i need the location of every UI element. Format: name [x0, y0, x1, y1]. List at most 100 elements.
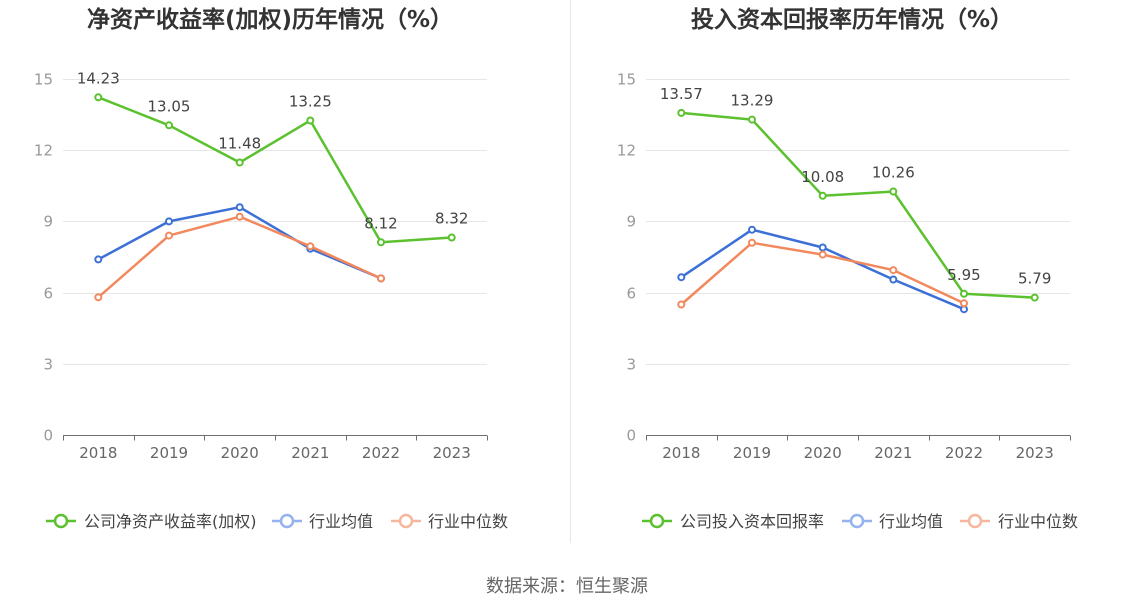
x-tick-label: 2023	[1016, 444, 1054, 462]
company-line	[680, 111, 1036, 299]
x-tick-label: 2023	[433, 444, 471, 462]
company-point	[165, 121, 173, 130]
series-company: 14.23 13.05 11.48 13.25 8.12 8.32	[77, 69, 468, 247]
chart-title: 投入资本回报率历年情况（%）	[691, 6, 1013, 33]
y-tick-label: 0	[626, 427, 636, 445]
legend-item-industry-median[interactable]: 行业中位数	[960, 512, 1078, 531]
industry-median-point	[306, 242, 315, 251]
y-tick-label: 0	[43, 427, 53, 445]
company-point	[377, 238, 385, 247]
y-axis: 0 3 6 9 12 15	[34, 71, 487, 445]
series-industry-median	[677, 238, 968, 309]
company-point	[1030, 293, 1039, 302]
legend-item-industry-median[interactable]: 行业中位数	[391, 512, 508, 531]
industry-average-point	[748, 225, 756, 234]
company-point	[94, 93, 103, 102]
y-tick-label: 9	[626, 213, 636, 231]
industry-median-point	[677, 300, 686, 309]
industry-median-point	[377, 274, 385, 283]
company-data-label: 8.12	[364, 214, 397, 232]
x-tick-label: 2022	[945, 444, 983, 462]
x-tick-label: 2020	[221, 444, 259, 462]
company-point	[818, 191, 827, 200]
industry-median-point	[165, 231, 173, 240]
x-axis: 2018 2019 2020 2021 2022 2023	[63, 435, 488, 462]
company-data-label: 5.79	[1018, 270, 1051, 288]
legend: 公司投入资本回报率 行业均值 行业中位数	[642, 512, 1078, 531]
legend-label: 行业均值	[879, 512, 943, 531]
series-industry-median	[94, 212, 385, 302]
legend-label: 公司净资产收益率(加权)	[84, 512, 257, 531]
chart-title: 净资产收益率(加权)历年情况（%）	[87, 6, 453, 33]
industry-average-point	[677, 273, 686, 282]
y-tick-label: 3	[43, 356, 53, 374]
series-industry-average	[677, 225, 968, 314]
legend-label: 行业中位数	[998, 512, 1078, 531]
legend: 公司净资产收益率(加权) 行业均值 行业中位数	[46, 512, 508, 531]
legend-circle-icon	[53, 513, 69, 529]
y-axis: 0 3 6 9 12 15	[617, 71, 1070, 445]
series-company: 13.57 13.29 10.08 10.26 5.95 5.79	[660, 85, 1051, 302]
legend-label: 行业均值	[309, 512, 373, 531]
y-tick-label: 3	[626, 356, 636, 374]
legend-item-company[interactable]: 公司投入资本回报率	[642, 512, 824, 531]
company-data-label: 13.57	[660, 85, 703, 103]
industry-median-point	[889, 266, 898, 275]
company-data-label: 5.95	[947, 266, 980, 284]
industry-average-point	[818, 243, 827, 252]
y-tick-label: 12	[34, 142, 53, 160]
x-tick-label: 2022	[362, 444, 400, 462]
industry-median-point	[748, 238, 756, 247]
company-point	[235, 158, 244, 167]
legend-item-company[interactable]: 公司净资产收益率(加权)	[46, 512, 257, 531]
industry-average-point	[165, 217, 173, 226]
company-data-label: 14.23	[77, 69, 120, 87]
x-axis: 2018 2019 2020 2021 2022 2023	[646, 435, 1071, 462]
company-point	[748, 115, 756, 124]
x-tick-label: 2019	[733, 444, 771, 462]
company-data-label: 10.08	[801, 168, 844, 186]
company-point	[960, 289, 968, 298]
x-tick-label: 2020	[804, 444, 842, 462]
industry-median-point	[818, 250, 827, 259]
y-tick-label: 15	[617, 71, 636, 89]
industry-median-point	[94, 293, 103, 302]
y-tick-label: 15	[34, 71, 53, 89]
company-point	[447, 233, 456, 242]
x-tick-label: 2019	[150, 444, 188, 462]
company-point	[677, 108, 686, 117]
industry-average-point	[889, 275, 898, 284]
company-data-label: 13.25	[289, 93, 332, 111]
industry-median-point	[960, 299, 968, 308]
legend-circle-icon	[279, 513, 295, 529]
legend-label: 行业中位数	[428, 512, 508, 531]
data-source-note: 数据来源：恒生聚源	[486, 576, 648, 597]
industry-average-point	[235, 203, 244, 212]
company-data-label: 10.26	[872, 164, 915, 182]
legend-item-industry-average[interactable]: 行业均值	[842, 512, 943, 531]
legend-circle-icon	[849, 513, 865, 529]
y-tick-label: 9	[43, 213, 53, 231]
x-tick-label: 2018	[79, 444, 117, 462]
y-tick-label: 6	[626, 285, 636, 303]
legend-circle-icon	[967, 513, 983, 529]
legend-circle-icon	[649, 513, 665, 529]
industry-average-point	[94, 255, 103, 264]
industry-median-point	[235, 212, 244, 221]
legend-label: 公司投入资本回报率	[680, 512, 824, 531]
company-point	[889, 187, 898, 196]
legend-item-industry-average[interactable]: 行业均值	[272, 512, 373, 531]
company-data-label: 11.48	[218, 135, 261, 153]
x-tick-label: 2021	[874, 444, 912, 462]
company-data-label: 13.29	[731, 92, 774, 110]
company-data-label: 13.05	[148, 97, 191, 115]
x-tick-label: 2018	[662, 444, 700, 462]
legend-circle-icon	[398, 513, 414, 529]
x-tick-label: 2021	[291, 444, 329, 462]
y-tick-label: 6	[43, 285, 53, 303]
company-line	[97, 96, 453, 244]
